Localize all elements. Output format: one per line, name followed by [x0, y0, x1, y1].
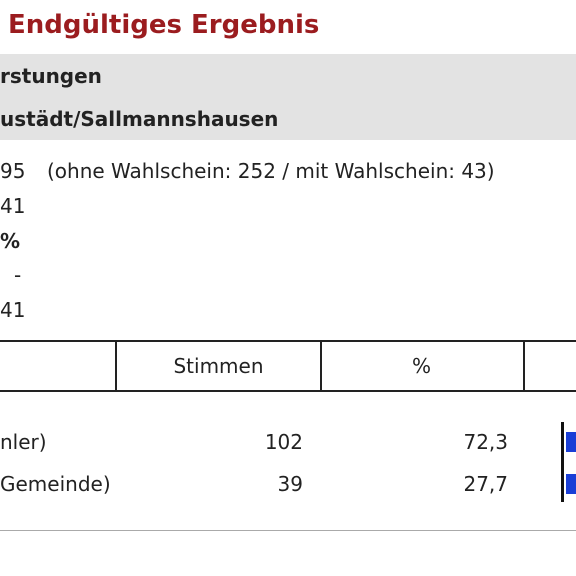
bar: [566, 432, 576, 452]
info-note: (ohne Wahlschein: 252 / mit Wahlschein: …: [47, 159, 495, 183]
percent: 27,7: [463, 472, 508, 496]
divider: [0, 530, 576, 531]
band-line: rstungen: [0, 64, 102, 88]
info-line: 41: [0, 298, 26, 322]
table-header: %: [320, 340, 525, 392]
votes: 39: [277, 472, 303, 496]
info-line: -: [14, 263, 22, 287]
title: Endgültiges Ergebnis: [8, 10, 320, 40]
table-header: [0, 340, 117, 392]
bar: [566, 474, 576, 494]
party: nler): [0, 430, 47, 454]
percent: 72,3: [463, 430, 508, 454]
bar-axis: [561, 422, 564, 502]
votes: 102: [264, 430, 303, 454]
info-line: 95: [0, 159, 26, 183]
table-header: [523, 340, 576, 392]
table-header: Stimmen: [115, 340, 322, 392]
party: Gemeinde): [0, 472, 111, 496]
band-line: ustädt/Sallmannshausen: [0, 107, 279, 131]
band: [0, 54, 576, 140]
info-line: %: [0, 229, 21, 253]
info-line: 41: [0, 194, 26, 218]
